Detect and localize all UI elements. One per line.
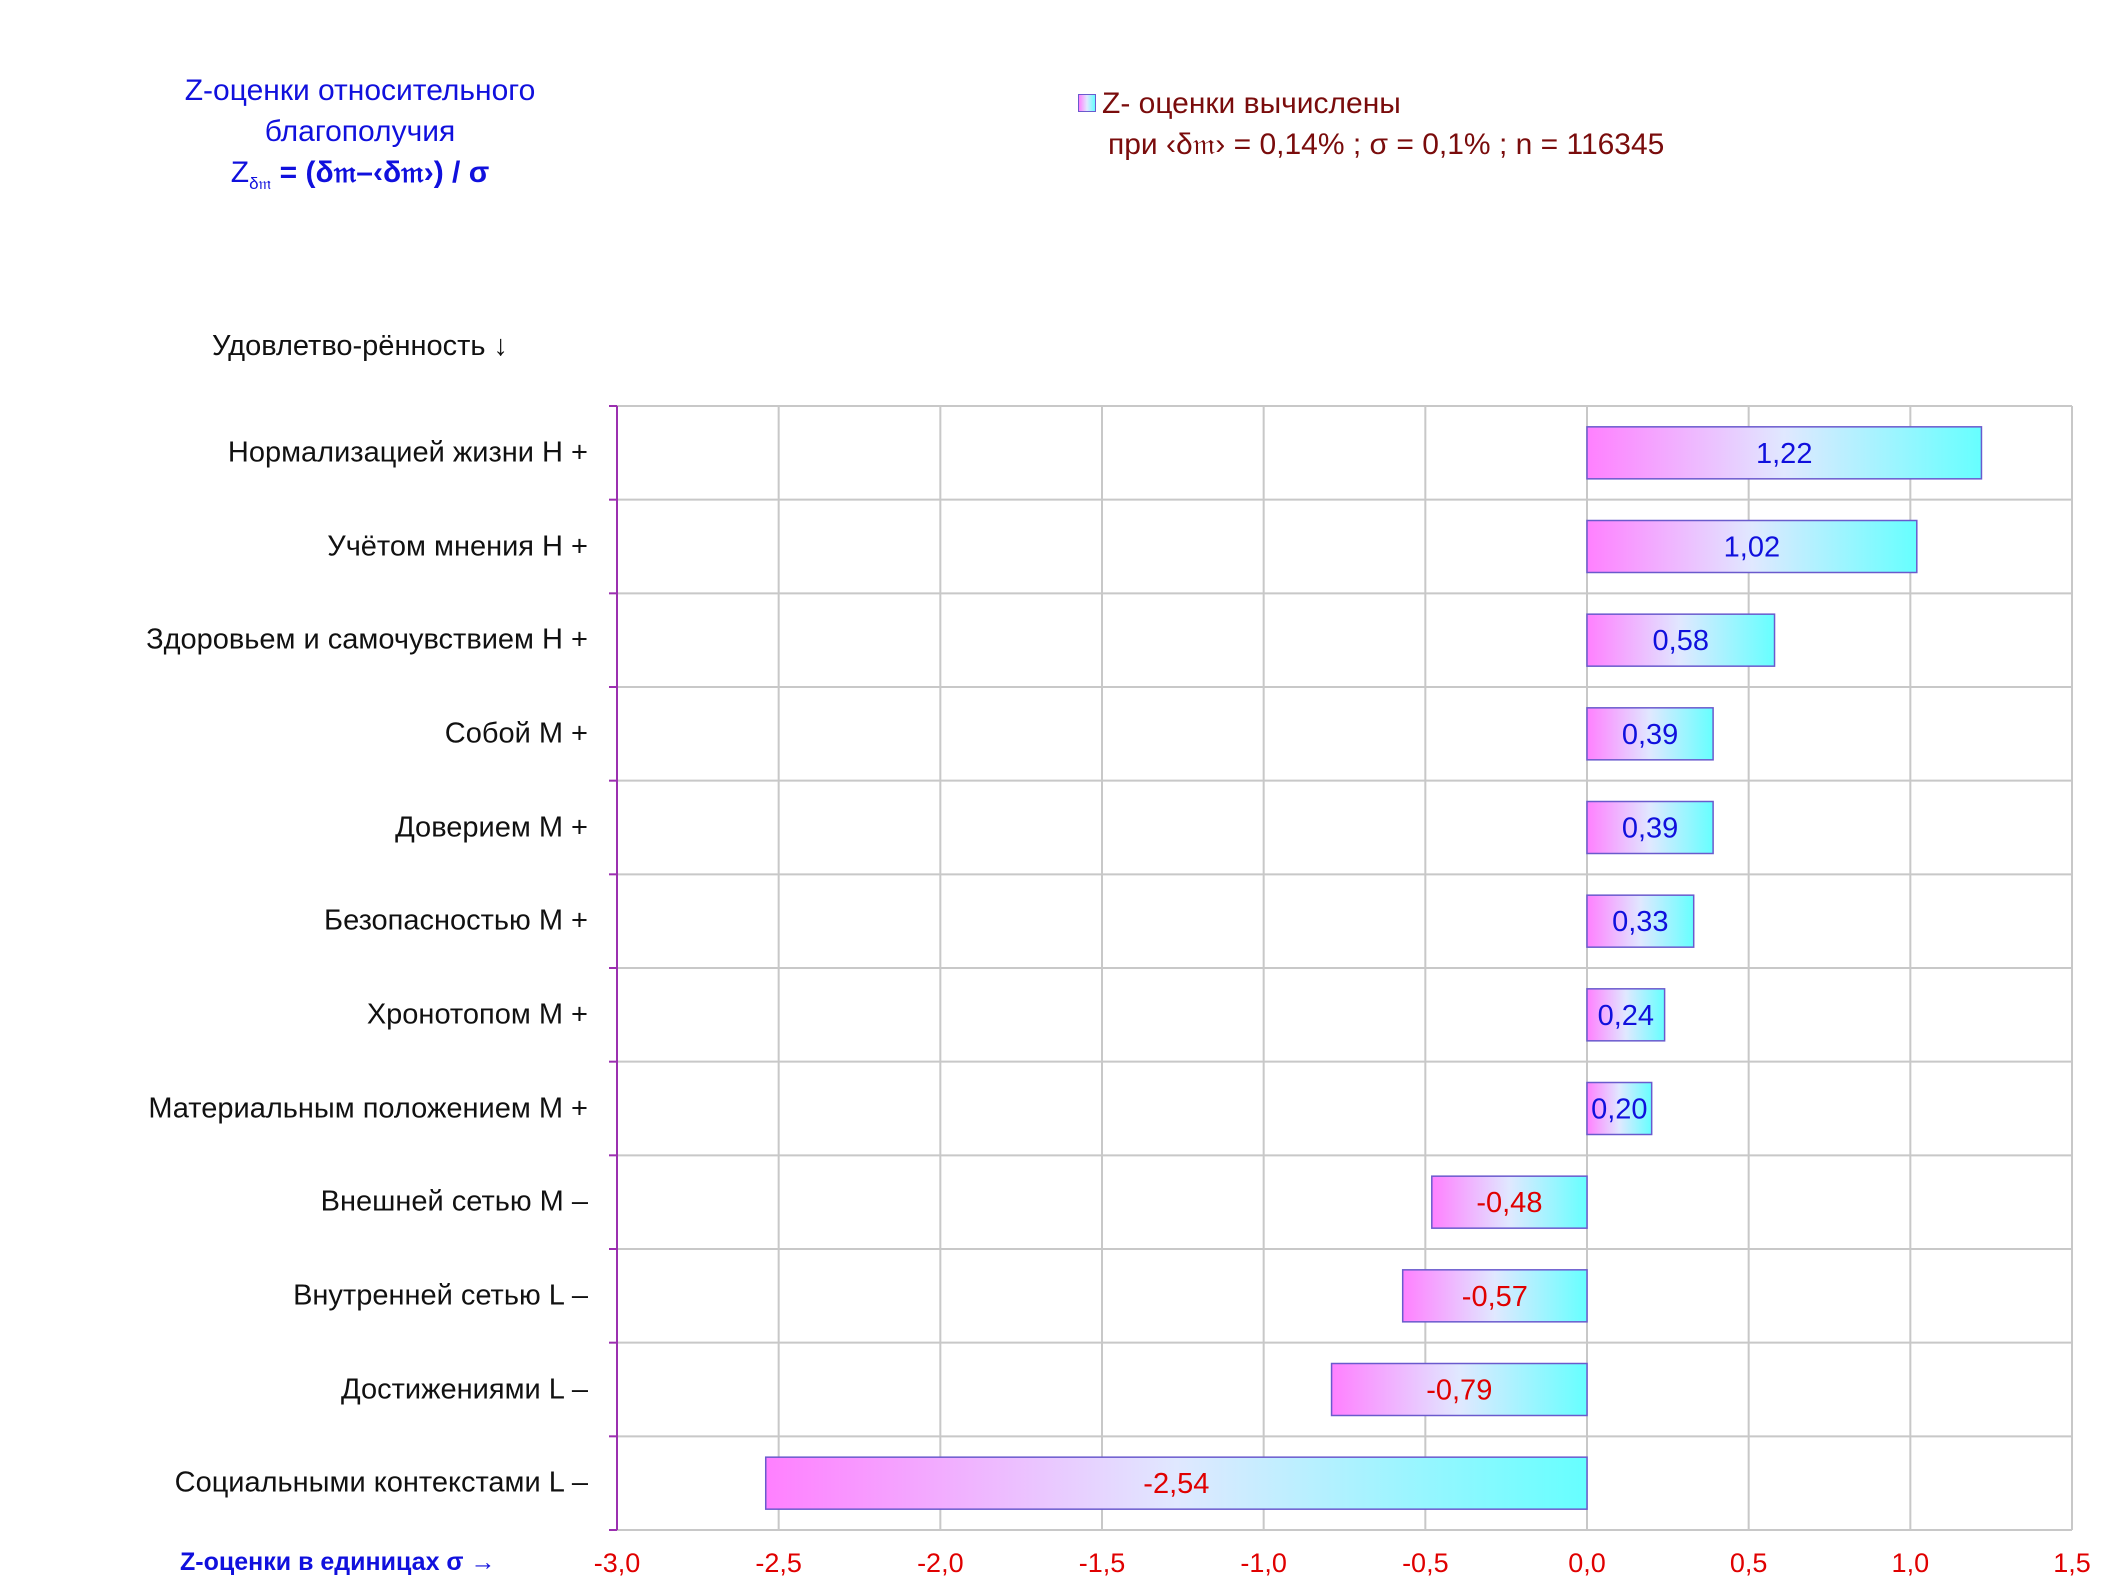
category-label: Здоровьем и самочувствием Н + — [146, 623, 588, 656]
bar-value-label: 1,22 — [1756, 438, 1812, 470]
legend: Z- оценки вычислены при ‹δ𝔪› = 0,14% ; σ… — [1078, 83, 1664, 165]
formula-rhs: = (δ𝔪–‹δ𝔪›) / σ — [271, 156, 490, 189]
x-tick-label: -3,0 — [593, 1548, 641, 1578]
x-tick-label: -2,0 — [917, 1548, 964, 1578]
title-formula: Zδ𝔪 = (δ𝔪–‹δ𝔪›) / σ — [110, 152, 610, 204]
x-axis-title: Z-оценки в единицах σ → — [180, 1548, 496, 1576]
category-label: Достижениями L – — [341, 1373, 588, 1405]
y-axis-header: Удовлетво-рённость ↓ — [212, 330, 509, 362]
x-tick-label: -1,0 — [1240, 1548, 1287, 1578]
category-label: Хронотопом М + — [366, 998, 588, 1031]
bar — [1330, 1362, 1588, 1417]
x-tick-label: 0,0 — [1568, 1548, 1606, 1578]
bar — [1586, 613, 1776, 667]
x-tick-label: 1,0 — [1891, 1548, 1930, 1578]
bar — [1586, 988, 1666, 1042]
category-label: Нормализацией жизни Н + — [227, 436, 588, 469]
bar — [764, 1456, 1588, 1510]
formula-subscript: δ𝔪 — [249, 174, 272, 193]
bar — [1401, 1269, 1588, 1323]
bar-value-label: -0,79 — [1426, 1375, 1492, 1407]
x-tick-label: -1,5 — [1078, 1548, 1126, 1578]
category-label: Внутренней сетью L – — [293, 1279, 588, 1312]
x-tick-label: 0,5 — [1729, 1548, 1768, 1578]
bar-value-label: -0,57 — [1462, 1281, 1528, 1313]
legend-line-2: при ‹δ𝔪› = 0,14% ; σ = 0,1% ; n = 116345 — [1108, 128, 1665, 161]
bar — [1586, 800, 1714, 855]
bar-value-label: -0,48 — [1476, 1187, 1542, 1219]
bar-value-label: 1,02 — [1724, 532, 1780, 564]
bar-value-label: -2,54 — [1143, 1468, 1209, 1500]
bar — [1586, 707, 1714, 761]
bars: 1,22 1,02 0,58 0,39 0,39 0,33 0,24 0,20 -0,48 -0,… — [764, 426, 1983, 1510]
bar — [1586, 894, 1695, 948]
bar-value-label: 0,24 — [1598, 1000, 1654, 1032]
category-label: Безопасностью М + — [324, 904, 588, 937]
formula-lhs: Z — [230, 156, 250, 189]
title-line-2: благополучия — [264, 115, 456, 148]
title-line-1: Z-оценки относительного — [184, 74, 536, 107]
bar — [1586, 426, 1983, 480]
legend-swatch-icon — [1078, 94, 1096, 113]
bar-value-label: 0,33 — [1612, 906, 1668, 938]
category-label: Учётом мнения Н + — [327, 530, 588, 562]
category-label: Социальными контекстами L – — [174, 1466, 588, 1499]
x-tick-label: -2,5 — [755, 1548, 802, 1578]
category-label: Материальным положением М + — [148, 1092, 588, 1124]
bar — [1431, 1175, 1588, 1229]
category-label: Собой М + — [444, 717, 588, 750]
grid — [609, 405, 2073, 1531]
category-label: Доверием М + — [395, 811, 588, 843]
category-label: Внешней сетью М – — [320, 1185, 588, 1218]
bar — [1586, 519, 1918, 574]
x-tick-label: 1,5 — [2053, 1548, 2091, 1578]
bar — [1586, 1081, 1653, 1136]
x-tick-label: -0,5 — [1402, 1548, 1449, 1578]
bar-value-label: 0,39 — [1622, 813, 1678, 845]
chart-title: Z-оценки относительного благополучия Zδ𝔪… — [110, 70, 610, 204]
bar-value-label: 0,58 — [1653, 625, 1709, 657]
bar-value-label: 0,39 — [1622, 719, 1678, 751]
legend-line-1: Z- оценки вычислены — [1102, 87, 1401, 120]
bar-value-label: 0,20 — [1591, 1094, 1647, 1126]
